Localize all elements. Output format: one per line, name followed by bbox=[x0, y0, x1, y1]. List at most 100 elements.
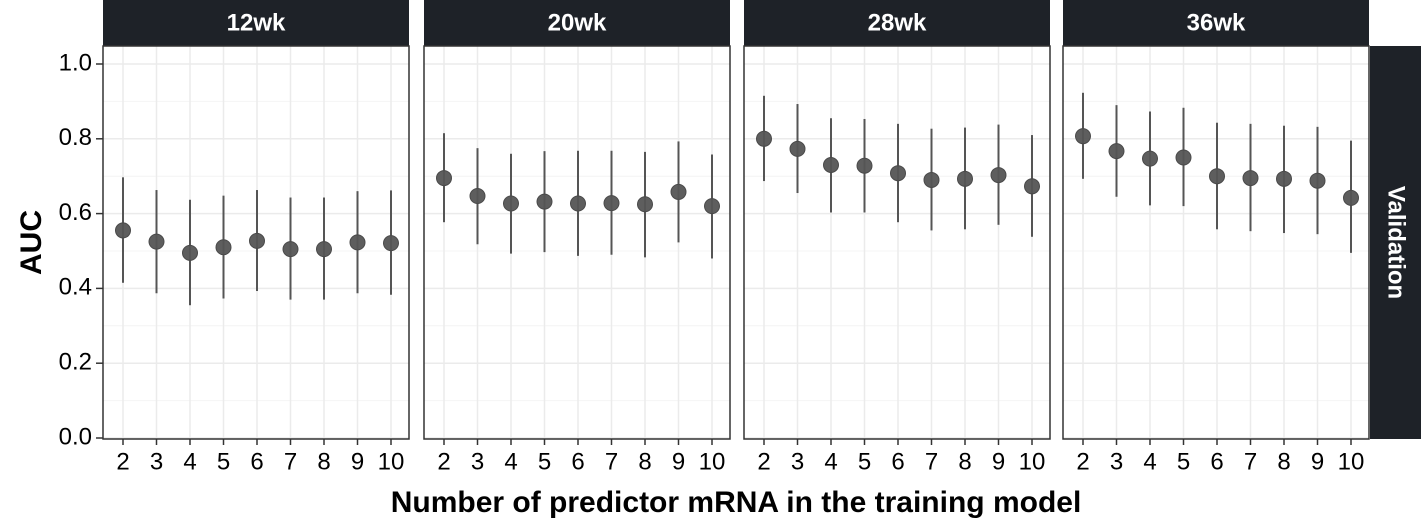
data-point bbox=[756, 130, 772, 147]
data-point bbox=[1242, 170, 1259, 187]
x-tick-label: 9 bbox=[992, 448, 1005, 475]
data-point bbox=[823, 156, 839, 173]
x-tick-label: 2 bbox=[116, 448, 129, 475]
panel-strip-label: 12wk bbox=[227, 9, 286, 36]
x-tick-label: 4 bbox=[183, 448, 196, 475]
data-point bbox=[637, 196, 653, 213]
x-tick-label: 2 bbox=[1076, 448, 1089, 475]
panel-strip bbox=[1063, 0, 1369, 46]
row-strip: Validation bbox=[1370, 46, 1421, 439]
data-point bbox=[249, 232, 265, 249]
x-tick-label: 3 bbox=[1110, 448, 1123, 475]
x-tick-label: 2 bbox=[437, 448, 450, 475]
panel-20wk: 20wk 2 3 4 5 6 7 8 9 10 bbox=[423, 0, 731, 475]
x-axis-title: Number of predictor mRNA in the training… bbox=[391, 486, 1082, 519]
x-tick-label: 2 bbox=[757, 448, 770, 475]
x-tick-label: 8 bbox=[317, 448, 330, 475]
data-point bbox=[115, 222, 131, 239]
panel-border bbox=[743, 45, 1051, 440]
panel-strip bbox=[744, 0, 1050, 46]
panel-background bbox=[744, 46, 1050, 439]
data-point bbox=[349, 234, 366, 251]
x-tick-label: 6 bbox=[571, 448, 584, 475]
panel-border bbox=[1062, 45, 1370, 440]
data-point bbox=[182, 244, 198, 261]
data-point bbox=[503, 195, 519, 212]
data-point bbox=[1343, 189, 1359, 206]
x-tick-label: 5 bbox=[538, 448, 551, 475]
x-tick-label: 10 bbox=[378, 448, 405, 475]
panel-strip bbox=[424, 0, 730, 46]
x-tick-label: 8 bbox=[638, 448, 651, 475]
y-tick-label: 1.0 bbox=[59, 49, 92, 76]
data-point bbox=[282, 241, 299, 258]
panel-strip-label: 28wk bbox=[868, 9, 927, 36]
x-tick-label: 4 bbox=[1143, 448, 1156, 475]
data-point bbox=[957, 170, 973, 187]
data-point bbox=[148, 233, 165, 250]
row-strip-background bbox=[1370, 46, 1421, 439]
x-tick-label: 9 bbox=[351, 448, 364, 475]
y-tick-label: 0.8 bbox=[59, 124, 92, 151]
data-point bbox=[1276, 170, 1292, 187]
x-tick-label: 9 bbox=[672, 448, 685, 475]
panel-strip-label: 20wk bbox=[548, 9, 607, 36]
data-point bbox=[469, 188, 486, 205]
x-tick-label: 5 bbox=[1177, 448, 1190, 475]
data-point bbox=[1024, 178, 1040, 195]
data-point bbox=[789, 140, 806, 157]
x-tick-label: 5 bbox=[217, 448, 230, 475]
panel-border bbox=[102, 45, 410, 440]
x-tick-label: 7 bbox=[1244, 448, 1257, 475]
x-tick-label: 6 bbox=[891, 448, 904, 475]
data-point bbox=[923, 171, 940, 188]
x-tick-label: 6 bbox=[250, 448, 263, 475]
y-tick-label: 0.0 bbox=[59, 423, 92, 450]
data-point bbox=[536, 193, 553, 210]
data-point bbox=[704, 198, 720, 215]
panel-border bbox=[423, 45, 731, 440]
y-tick-label: 0.2 bbox=[59, 349, 92, 376]
panel-background bbox=[1063, 46, 1369, 439]
data-point bbox=[1175, 149, 1192, 166]
data-point bbox=[603, 195, 620, 212]
data-point bbox=[383, 235, 399, 252]
x-tick-label: 5 bbox=[858, 448, 871, 475]
y-tick-label: 0.6 bbox=[59, 199, 92, 226]
x-tick-label: 6 bbox=[1210, 448, 1223, 475]
x-tick-label: 3 bbox=[150, 448, 163, 475]
data-point bbox=[1075, 128, 1091, 145]
y-axis: 0.0 0.2 0.4 0.6 0.8 1.0 bbox=[59, 49, 103, 450]
x-tick-label: 10 bbox=[699, 448, 726, 475]
data-point bbox=[990, 167, 1007, 184]
panel-strip bbox=[103, 0, 409, 46]
data-point bbox=[570, 195, 586, 212]
y-tick-label: 0.4 bbox=[59, 274, 92, 301]
x-tick-label: 4 bbox=[824, 448, 837, 475]
data-point bbox=[1142, 150, 1158, 167]
x-tick-label: 7 bbox=[284, 448, 297, 475]
x-tick-label: 4 bbox=[504, 448, 517, 475]
data-point bbox=[890, 165, 906, 182]
y-axis-title: AUC bbox=[15, 210, 48, 275]
data-point bbox=[670, 183, 687, 200]
panel-strip-label: 36wk bbox=[1187, 9, 1246, 36]
data-point bbox=[856, 157, 873, 174]
x-tick-label: 9 bbox=[1311, 448, 1324, 475]
data-point bbox=[316, 241, 332, 258]
panel-36wk: 36wk 2 3 4 5 6 7 8 9 10 bbox=[1062, 0, 1370, 475]
data-point bbox=[215, 239, 232, 256]
x-tick-label: 10 bbox=[1019, 448, 1046, 475]
data-point bbox=[1108, 143, 1125, 160]
x-tick-label: 7 bbox=[605, 448, 618, 475]
row-strip-label: Validation bbox=[1383, 186, 1410, 299]
x-tick-label: 8 bbox=[1277, 448, 1290, 475]
x-tick-label: 8 bbox=[958, 448, 971, 475]
x-tick-label: 10 bbox=[1338, 448, 1365, 475]
panel-12wk: 12wk 2 3 4 5 6 7 8 9 10 bbox=[102, 0, 410, 475]
panel-28wk: 28wk 2 3 4 5 6 7 8 9 10 bbox=[743, 0, 1051, 475]
data-point bbox=[436, 170, 452, 187]
data-point bbox=[1309, 172, 1326, 189]
